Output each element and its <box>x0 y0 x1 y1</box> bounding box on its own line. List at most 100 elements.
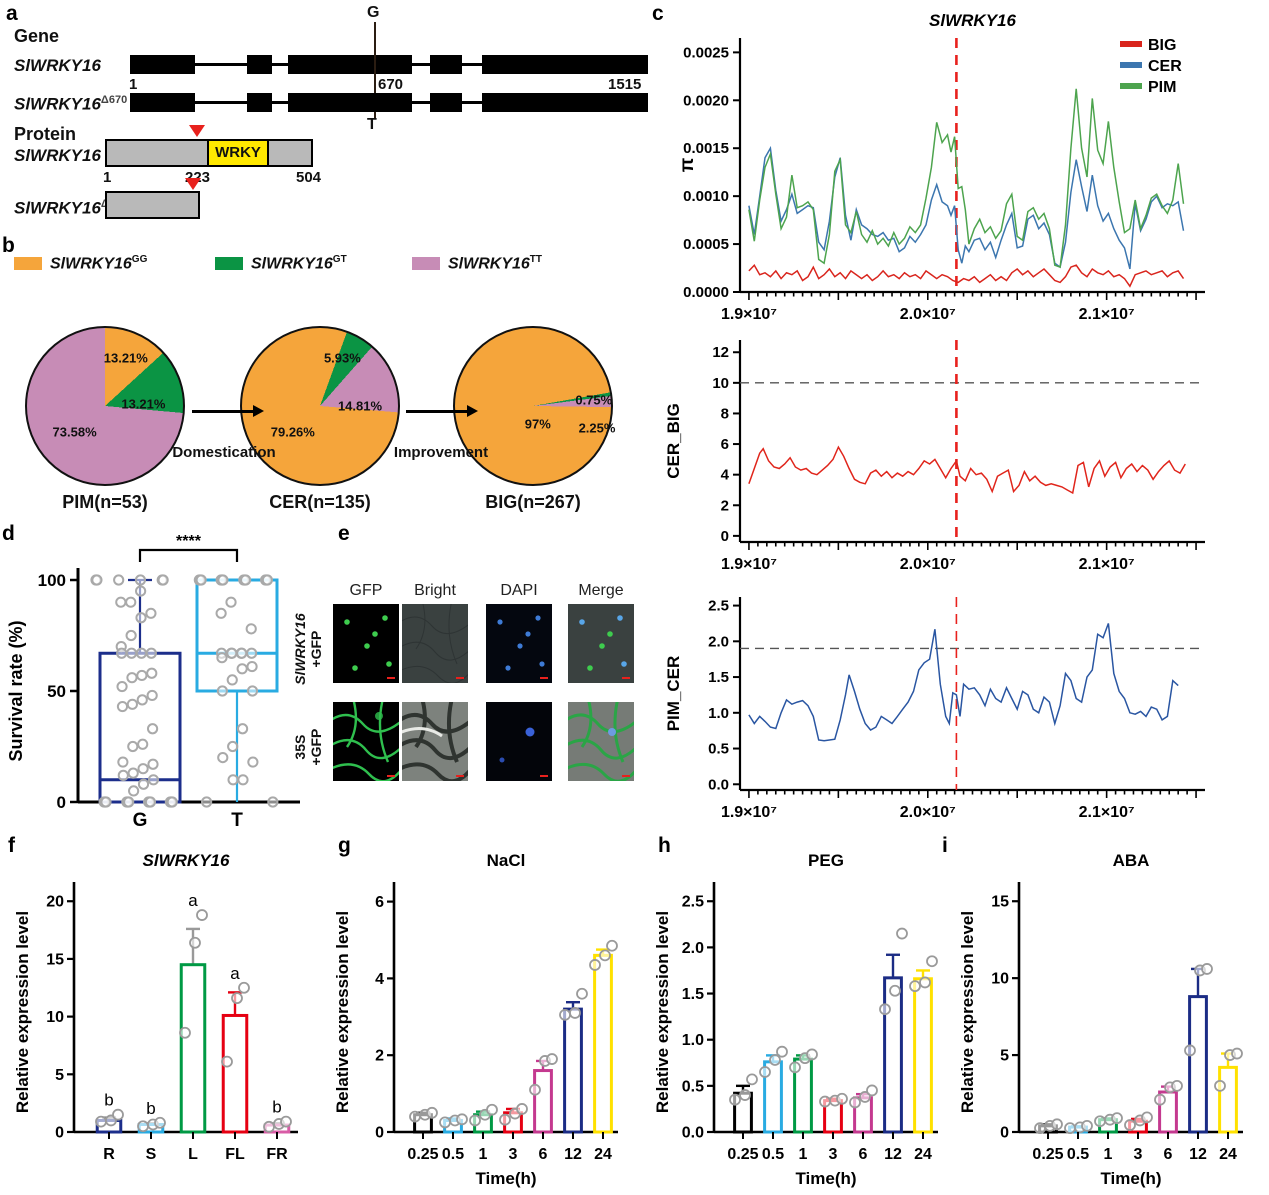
svg-text:Time(h): Time(h) <box>475 1169 536 1188</box>
legend-swatch-icon <box>412 257 440 271</box>
svg-text:2.5: 2.5 <box>708 598 729 615</box>
pie-name: PIM(n=53) <box>62 492 148 512</box>
svg-text:0.0: 0.0 <box>708 776 729 793</box>
gene1-structure <box>130 55 648 74</box>
svg-text:T: T <box>231 810 243 831</box>
svg-text:6: 6 <box>539 1146 548 1163</box>
legend-swatch-icon <box>215 257 243 271</box>
svg-text:ABA: ABA <box>1113 851 1150 870</box>
svg-text:2.1×10⁷: 2.1×10⁷ <box>1079 804 1135 821</box>
column-header-bright: Bright <box>414 582 456 599</box>
svg-text:0.5: 0.5 <box>1067 1146 1089 1163</box>
gene-pos-snp: 670 <box>378 76 404 93</box>
protein1-name: SlWRKY16 <box>14 146 101 165</box>
cer-big-ratio-chart: 0 2 4 6 8 10 12 1.9×10⁷ 2.0×10⁷ 2.1×10⁷ CER_BIG <box>664 340 1205 573</box>
svg-text:24: 24 <box>914 1146 932 1163</box>
pie-slice-label: 5.93% <box>323 350 361 366</box>
svg-text:b: b <box>272 1098 281 1117</box>
svg-text:2.0×10⁷: 2.0×10⁷ <box>900 556 956 573</box>
svg-text:1.5: 1.5 <box>682 986 704 1003</box>
gene-pos-start: 1 <box>129 76 138 93</box>
panel-b-label: b <box>2 234 15 257</box>
column-header-merge: Merge <box>578 582 624 599</box>
svg-text:2.0×10⁷: 2.0×10⁷ <box>900 804 956 821</box>
tissue-expression-chart: 0 5 10 15 20 b Rb Sa La FL b FR SlWRKY16 Relative exp… <box>13 851 298 1163</box>
legend-item-gt: SlWRKY16GT <box>215 254 347 273</box>
svg-text:1.9×10⁷: 1.9×10⁷ <box>721 556 777 573</box>
svg-text:CER_BIG: CER_BIG <box>664 403 683 479</box>
gene2-name: SlWRKY16Δ670 <box>14 94 128 114</box>
svg-text:2.0: 2.0 <box>682 940 704 957</box>
domestication-arrow-icon <box>192 405 264 416</box>
pie-chart <box>453 326 613 486</box>
svg-text:4: 4 <box>721 467 730 484</box>
svg-text:0.0: 0.0 <box>682 1125 704 1142</box>
svg-text:0: 0 <box>721 528 729 545</box>
svg-text:0.5: 0.5 <box>762 1146 784 1163</box>
svg-text:PIM_CER: PIM_CER <box>664 656 683 732</box>
svg-text:1.0: 1.0 <box>682 1032 704 1049</box>
svg-text:6: 6 <box>1164 1146 1173 1163</box>
svg-text:12: 12 <box>884 1146 902 1163</box>
svg-text:Relative expression level: Relative expression level <box>333 911 352 1113</box>
svg-text:2.1×10⁷: 2.1×10⁷ <box>1079 306 1135 323</box>
svg-text:1: 1 <box>799 1146 808 1163</box>
svg-text:0.5: 0.5 <box>682 1078 704 1095</box>
row-label-35s-gfp: 35S +GFP <box>291 728 324 766</box>
svg-text:0.25: 0.25 <box>407 1146 438 1163</box>
svg-text:20: 20 <box>46 894 64 911</box>
svg-text:Relative expression level: Relative expression level <box>958 911 977 1113</box>
panel-h-label: h <box>658 834 671 857</box>
svg-text:π: π <box>677 157 698 172</box>
panel-c-label: c <box>652 2 664 25</box>
truncation-arrow-icon <box>185 178 201 190</box>
pie-slice-label: 14.81% <box>337 398 383 414</box>
svg-text:0.0000: 0.0000 <box>683 284 729 301</box>
legend-swatch-icon <box>14 257 42 271</box>
svg-text:6: 6 <box>859 1146 868 1163</box>
svg-text:5: 5 <box>55 1067 64 1084</box>
pie-name: CER(n=135) <box>269 492 371 512</box>
pie-slice-label: 97% <box>524 416 551 432</box>
column-header-dapi: DAPI <box>500 582 538 599</box>
svg-text:0.25: 0.25 <box>727 1146 758 1163</box>
svg-text:3: 3 <box>1134 1146 1143 1163</box>
svg-text:0.5: 0.5 <box>442 1146 464 1163</box>
column-header-gfp: GFP <box>349 582 383 599</box>
micrograph-gfp-row2 <box>333 702 399 781</box>
svg-text:10: 10 <box>991 971 1009 988</box>
svg-text:0.0010: 0.0010 <box>683 188 729 205</box>
pim-cer-ratio-chart: 0.0 0.5 1.0 1.5 2.0 2.5 1.9×10⁷ 2.0×10⁷ 2.1×10⁷ P… <box>664 597 1205 821</box>
svg-text:24: 24 <box>1219 1146 1237 1163</box>
svg-text:10: 10 <box>46 1009 64 1026</box>
micrograph-gfp-row1 <box>333 604 399 683</box>
svg-text:15: 15 <box>991 894 1009 911</box>
svg-text:1.5: 1.5 <box>708 669 729 686</box>
svg-text:5: 5 <box>1000 1048 1009 1065</box>
svg-text:R: R <box>103 1146 115 1163</box>
survival-boxplot: 0 50 100 Survival rate (%) G T **** <box>6 533 300 831</box>
pie-chart <box>25 326 185 486</box>
svg-text:12: 12 <box>712 344 729 361</box>
svg-text:0.0025: 0.0025 <box>683 44 729 61</box>
improvement-arrow-icon <box>406 405 478 416</box>
svg-text:8: 8 <box>721 405 729 422</box>
svg-text:0.5: 0.5 <box>708 741 729 758</box>
svg-text:15: 15 <box>46 951 64 968</box>
svg-text:1.9×10⁷: 1.9×10⁷ <box>721 804 777 821</box>
svg-text:a: a <box>188 891 198 910</box>
panel-i-label: i <box>942 834 948 857</box>
protein-section-heading: Protein <box>14 124 77 144</box>
svg-text:G: G <box>133 810 148 831</box>
legend-item-tt: SlWRKY16TT <box>412 254 542 273</box>
svg-text:1: 1 <box>1104 1146 1113 1163</box>
gene-section-heading: Gene <box>14 26 60 46</box>
svg-text:3: 3 <box>829 1146 838 1163</box>
micrograph-merge-row1 <box>568 604 634 683</box>
pi-diversity-chart: 0.0000 0.0005 0.0010 0.0015 0.0020 0.0025 1.9×… <box>677 11 1205 323</box>
protein2-body <box>105 191 200 219</box>
micrograph-dapi-row2 <box>486 702 552 781</box>
svg-text:PIM: PIM <box>1148 79 1176 96</box>
